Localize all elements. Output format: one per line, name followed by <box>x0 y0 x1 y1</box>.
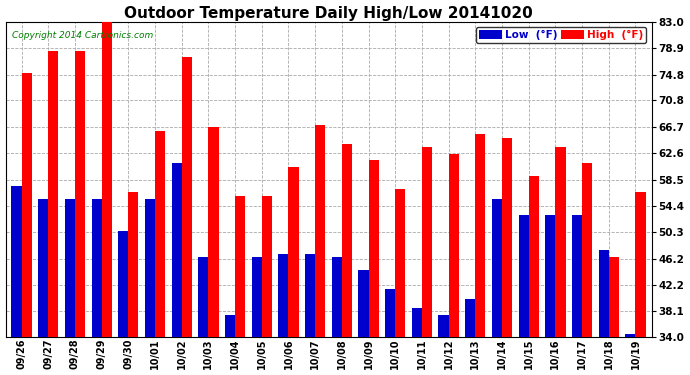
Bar <box>625 334 635 375</box>
Bar <box>599 251 609 375</box>
Bar <box>572 215 582 375</box>
Bar <box>412 308 422 375</box>
Bar <box>101 22 112 375</box>
Bar <box>12 186 21 375</box>
Bar <box>278 254 288 375</box>
Bar <box>555 147 566 375</box>
Bar <box>582 164 592 375</box>
Bar <box>172 164 181 375</box>
Title: Outdoor Temperature Daily High/Low 20141020: Outdoor Temperature Daily High/Low 20141… <box>124 6 533 21</box>
Bar <box>38 199 48 375</box>
Bar <box>635 192 646 375</box>
Bar <box>332 257 342 375</box>
Bar <box>208 127 219 375</box>
Bar <box>448 154 459 375</box>
Bar <box>155 131 165 375</box>
Bar <box>475 135 486 375</box>
Bar <box>609 257 619 375</box>
Bar <box>92 199 101 375</box>
Bar <box>118 231 128 375</box>
Bar <box>439 315 449 375</box>
Bar <box>225 315 235 375</box>
Bar <box>519 215 529 375</box>
Bar <box>288 167 299 375</box>
Bar <box>75 51 85 375</box>
Bar <box>368 160 379 375</box>
Bar <box>305 254 315 375</box>
Bar <box>545 215 555 375</box>
Bar <box>529 176 539 375</box>
Bar <box>395 189 406 375</box>
Bar <box>385 289 395 375</box>
Legend: Low  (°F), High  (°F): Low (°F), High (°F) <box>476 27 647 43</box>
Bar <box>465 299 475 375</box>
Bar <box>128 192 139 375</box>
Bar <box>235 196 245 375</box>
Bar <box>422 147 432 375</box>
Bar <box>315 125 325 375</box>
Bar <box>65 199 75 375</box>
Bar <box>181 57 192 375</box>
Bar <box>198 257 208 375</box>
Bar <box>502 138 512 375</box>
Bar <box>492 199 502 375</box>
Bar <box>252 257 262 375</box>
Bar <box>358 270 368 375</box>
Bar <box>21 73 32 375</box>
Bar <box>262 196 272 375</box>
Text: Copyright 2014 Cartronics.com: Copyright 2014 Cartronics.com <box>12 31 153 40</box>
Bar <box>342 144 352 375</box>
Bar <box>48 51 59 375</box>
Bar <box>145 199 155 375</box>
